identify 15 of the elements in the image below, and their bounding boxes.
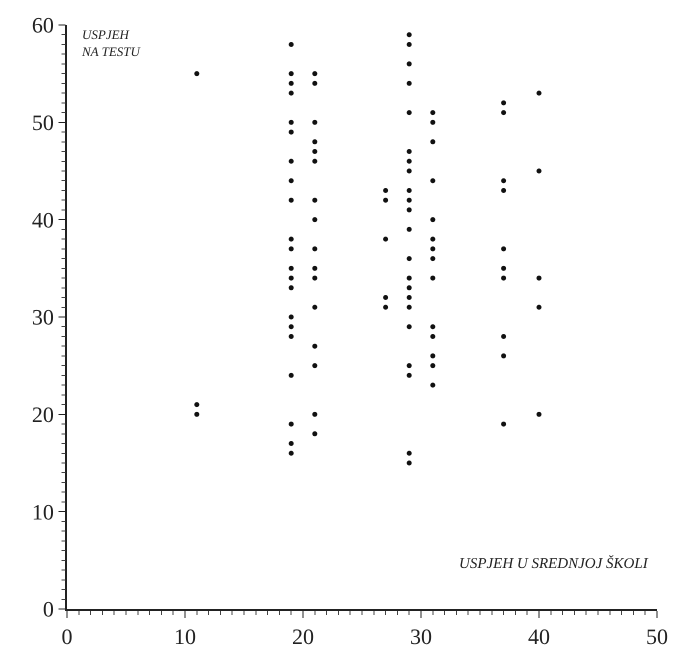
- y-tick-label: 10: [32, 499, 54, 524]
- x-tick-label: 40: [528, 624, 550, 650]
- x-tick-label: 20: [292, 624, 314, 650]
- x-tick-label: 50: [646, 624, 668, 650]
- y-tick-label: 40: [32, 207, 54, 232]
- y-axis-title: USPJEH NA TESTU: [81, 27, 142, 59]
- y-tick-label: 0: [42, 596, 54, 622]
- x-axis-title: USPJEH U SREDNJOJ ŠKOLI: [459, 555, 649, 572]
- y-tick-label: 60: [32, 12, 54, 38]
- x-tick-label: 30: [410, 624, 432, 650]
- y-tick-label: 20: [32, 402, 54, 428]
- x-tick-label: 10: [174, 624, 196, 650]
- y-tick-label: 50: [32, 110, 54, 136]
- y-tick-label: 30: [32, 304, 54, 330]
- x-tick-label: 0: [62, 624, 72, 650]
